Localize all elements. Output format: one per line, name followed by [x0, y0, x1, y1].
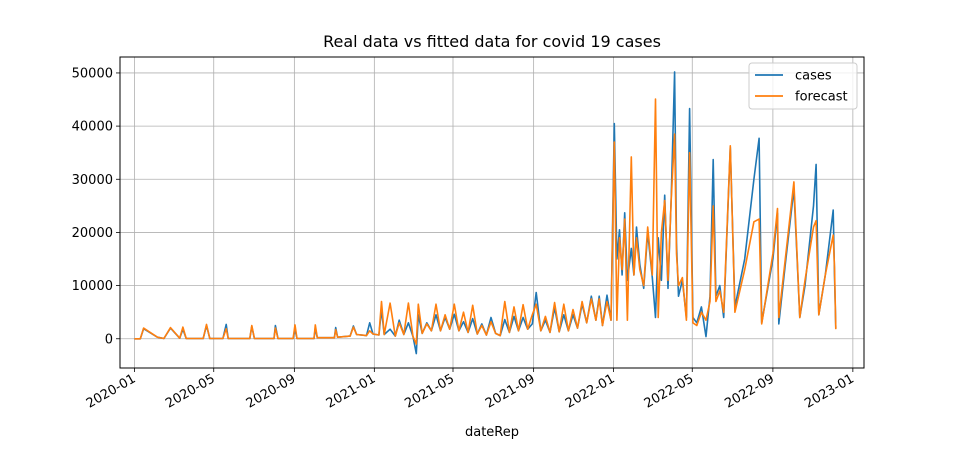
plot-area [134, 71, 837, 355]
legend-label-cases: cases [795, 69, 832, 84]
y-tick-label: 50000 [72, 66, 113, 81]
legend: cases forecast [748, 62, 858, 110]
y-tick-label: 20000 [72, 226, 113, 241]
y-axis: 0 10000 20000 30000 40000 50000 [72, 66, 120, 347]
series-line-forecast [134, 98, 837, 345]
y-tick-label: 30000 [72, 173, 113, 188]
chart-title: Real data vs fitted data for covid 19 ca… [323, 32, 661, 51]
x-axis-label: dateRep [465, 425, 519, 440]
legend-label-forecast: forecast [795, 90, 848, 105]
plot-frame [119, 56, 865, 369]
y-tick-label: 0 [105, 332, 113, 347]
y-tick-label: 10000 [72, 279, 113, 294]
y-tick-label: 40000 [72, 120, 113, 135]
